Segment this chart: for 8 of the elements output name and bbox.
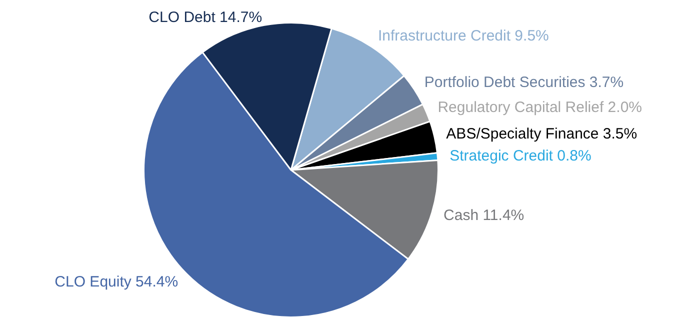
slice-label: CLO Equity 54.4%: [54, 273, 178, 290]
slice-label: Infrastructure Credit 9.5%: [378, 28, 549, 45]
slice-label: Regulatory Capital Relief 2.0%: [438, 99, 642, 116]
slice-label: CLO Debt 14.7%: [148, 9, 262, 26]
slice-label: ABS/Specialty Finance 3.5%: [446, 125, 638, 142]
slice-label: Strategic Credit 0.8%: [450, 147, 592, 164]
slice-label: Portfolio Debt Securities 3.7%: [424, 74, 624, 92]
slice-label: Cash 11.4%: [444, 206, 524, 224]
